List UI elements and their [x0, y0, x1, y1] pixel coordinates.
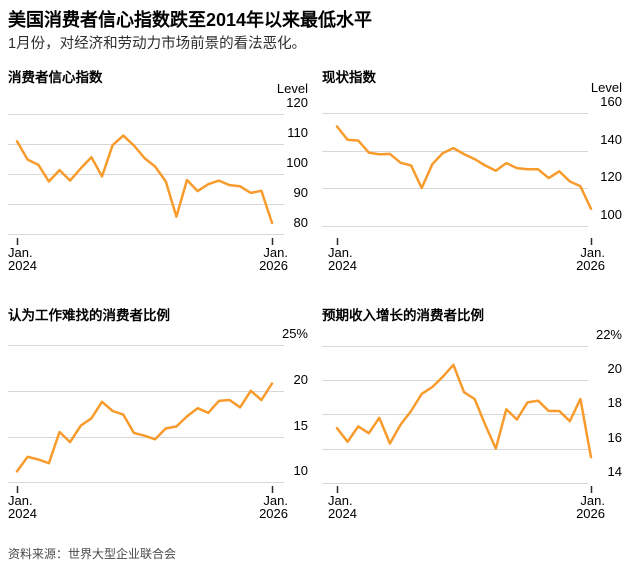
- chart-panel-income-increase-expectations: 预期收入增长的消费者比例 Jan. 2024 Jan. 2026 22% 20 18 16…: [322, 300, 622, 525]
- x-axis-end-label: Jan. 2026: [576, 493, 605, 521]
- y-axis-unit-label: Level: [276, 81, 308, 96]
- line-chart-plot: [8, 345, 284, 493]
- data-line: [335, 363, 593, 459]
- y-axis-label: 14: [607, 463, 622, 479]
- x-axis-start-label: Jan. 2024: [8, 245, 37, 273]
- x-axis-start-label: Jan. 2024: [328, 245, 357, 273]
- y-axis-label: 20: [607, 361, 622, 377]
- y-axis-unit-label: Level: [590, 80, 622, 95]
- y-axis-label: 15: [293, 417, 308, 433]
- chart-panel-consumer-confidence-index: 消费者信心指数 Jan. 2024 Jan. 2026 120 110 100 90 80 L…: [8, 62, 308, 280]
- y-axis-label: 100: [600, 206, 622, 222]
- y-axis-label: 10: [293, 463, 308, 479]
- y-axis-label: 100: [286, 155, 308, 170]
- y-axis-label: 18: [607, 395, 622, 411]
- x-axis-end-label: Jan. 2026: [259, 493, 288, 521]
- page-title: 美国消费者信心指数跌至2014年以来最低水平: [8, 10, 373, 30]
- x-axis-end-label: Jan. 2026: [576, 245, 605, 273]
- y-axis-label: 80: [293, 215, 308, 230]
- y-axis-label: 90: [293, 185, 308, 200]
- x-axis-start-label: Jan. 2024: [8, 493, 37, 521]
- y-axis-label: 16: [607, 429, 622, 445]
- data-line: [15, 134, 274, 225]
- y-axis-label: 25%: [281, 326, 308, 341]
- y-axis-label: 22%: [595, 327, 622, 342]
- chart-title: 认为工作难找的消费者比例: [8, 308, 170, 323]
- chart-title: 现状指数: [322, 70, 376, 85]
- chart-panel-jobs-hard-to-get: 认为工作难找的消费者比例 Jan. 2024 Jan. 2026 25% 20 15 10: [8, 300, 308, 525]
- line-chart-plot: [322, 346, 593, 493]
- source-note: 资料来源：世界大型企业联合会: [8, 547, 177, 561]
- line-chart-plot: [322, 113, 593, 245]
- chart-title: 预期收入增长的消费者比例: [322, 308, 484, 323]
- x-axis-end-label: Jan. 2026: [259, 245, 288, 273]
- page-subtitle: 1月份，对经济和劳动力市场前景的看法恶化。: [8, 36, 307, 52]
- y-axis-label: 20: [293, 371, 308, 387]
- y-axis-label: 120: [286, 95, 308, 110]
- y-axis-label: 160: [600, 94, 622, 109]
- y-axis-label: 140: [600, 131, 622, 147]
- line-chart-plot: [8, 114, 284, 245]
- data-line: [335, 125, 593, 211]
- data-line: [15, 382, 274, 473]
- y-axis-label: 120: [600, 169, 622, 184]
- chart-panel-present-situation-index: 现状指数 Jan. 2024 Jan. 2026 160 140 120 100 Level: [322, 62, 622, 280]
- chart-title: 消费者信心指数: [8, 70, 103, 85]
- y-axis-label: 110: [287, 125, 308, 140]
- x-axis-start-label: Jan. 2024: [328, 493, 357, 521]
